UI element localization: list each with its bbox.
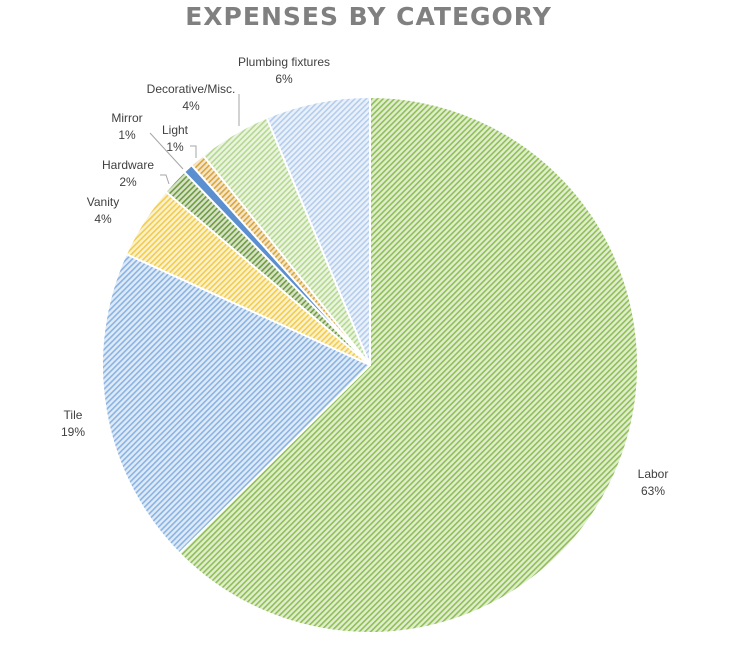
data-label-tile: Tile 19% xyxy=(61,408,85,439)
data-label-category: Hardware xyxy=(102,158,154,172)
data-label-percent: 4% xyxy=(94,212,112,226)
data-label-category: Tile xyxy=(64,408,83,422)
chart-title: EXPENSES BY CATEGORY xyxy=(185,2,552,31)
pie-slice-tile[interactable] xyxy=(101,252,371,555)
pie-slice-plumbing-fixtures[interactable] xyxy=(265,96,371,366)
leader-line-light xyxy=(190,145,197,158)
data-label-percent: 6% xyxy=(275,72,293,86)
data-label-category: Vanity xyxy=(87,195,119,209)
data-label-mirror: Mirror 1% xyxy=(111,111,142,142)
data-label-vanity: Vanity 4% xyxy=(87,195,119,226)
data-label-category: Plumbing fixtures xyxy=(238,55,330,69)
data-label-percent: 19% xyxy=(61,425,85,439)
data-label-plumbing-fixtures: Plumbing fixtures 6% xyxy=(238,55,330,86)
data-label-percent: 1% xyxy=(166,140,184,154)
data-label-percent: 63% xyxy=(641,484,665,498)
data-label-light: Light 1% xyxy=(162,123,189,154)
leader-line-mirror xyxy=(149,132,184,170)
data-label-category: Labor xyxy=(638,467,669,481)
data-label-category: Light xyxy=(162,123,189,137)
data-label-percent: 1% xyxy=(118,128,136,142)
leader-line-hardware xyxy=(160,174,170,185)
data-label-hardware: Hardware 2% xyxy=(102,158,154,189)
data-label-percent: 4% xyxy=(182,99,200,113)
pie-slice-labor[interactable] xyxy=(178,96,639,634)
data-label-labor: Labor 63% xyxy=(638,467,669,498)
data-label-category: Mirror xyxy=(111,111,142,125)
data-label-category: Decorative/Misc. xyxy=(147,82,236,96)
leader-lines xyxy=(149,94,240,185)
pie-slices xyxy=(101,96,639,634)
data-label-percent: 2% xyxy=(119,175,137,189)
data-label-decorative-misc: Decorative/Misc. 4% xyxy=(147,82,236,113)
data-labels: Labor 63% Tile 19% Vanity 4% Hardware 2% Mirror 1… xyxy=(61,55,668,498)
